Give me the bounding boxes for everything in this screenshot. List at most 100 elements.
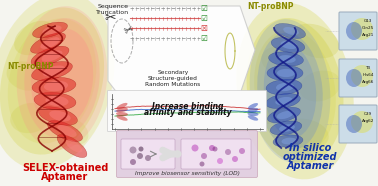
Text: T3: T3 (366, 66, 370, 70)
Ellipse shape (351, 18, 373, 40)
Text: G13: G13 (364, 19, 372, 23)
Ellipse shape (257, 33, 323, 149)
Ellipse shape (0, 0, 115, 169)
Text: ✂: ✂ (104, 11, 116, 25)
Text: Gln25: Gln25 (362, 26, 374, 30)
Text: ☑: ☑ (201, 4, 208, 12)
Ellipse shape (266, 79, 302, 95)
Ellipse shape (56, 117, 88, 145)
Text: Increase binding: Increase binding (152, 102, 224, 110)
Ellipse shape (266, 94, 300, 109)
Text: Improve biosensor sensitivity (LOD): Improve biosensor sensitivity (LOD) (135, 171, 239, 176)
Ellipse shape (254, 30, 336, 153)
Circle shape (138, 147, 144, 152)
Ellipse shape (271, 38, 305, 52)
Ellipse shape (351, 65, 373, 87)
Ellipse shape (346, 115, 362, 133)
Circle shape (130, 147, 136, 153)
Ellipse shape (116, 112, 128, 116)
Ellipse shape (17, 6, 107, 150)
Ellipse shape (275, 97, 293, 105)
Text: ☒: ☒ (201, 23, 208, 33)
Ellipse shape (351, 111, 373, 133)
FancyBboxPatch shape (339, 105, 377, 143)
Ellipse shape (282, 138, 296, 144)
Ellipse shape (267, 65, 303, 81)
Polygon shape (108, 6, 255, 94)
Ellipse shape (248, 108, 259, 112)
Ellipse shape (291, 24, 339, 58)
Ellipse shape (268, 52, 304, 66)
Ellipse shape (270, 121, 302, 135)
Ellipse shape (116, 103, 127, 109)
FancyBboxPatch shape (116, 131, 257, 177)
Text: His64: His64 (362, 73, 374, 77)
FancyBboxPatch shape (121, 139, 175, 169)
Text: Arg21: Arg21 (362, 33, 374, 37)
Text: Arg66: Arg66 (362, 80, 374, 84)
Ellipse shape (283, 27, 299, 35)
Ellipse shape (44, 81, 68, 91)
Ellipse shape (10, 103, 50, 133)
Ellipse shape (42, 50, 62, 62)
Ellipse shape (33, 22, 67, 38)
Circle shape (232, 156, 238, 162)
Text: Structure-guided: Structure-guided (148, 76, 198, 81)
Ellipse shape (274, 23, 305, 39)
Ellipse shape (248, 112, 259, 116)
Circle shape (137, 153, 143, 159)
Text: Aptamer: Aptamer (41, 172, 88, 182)
FancyBboxPatch shape (181, 139, 251, 169)
Text: NT-proBNP: NT-proBNP (7, 62, 53, 70)
Ellipse shape (43, 65, 65, 76)
Ellipse shape (236, 3, 354, 179)
Ellipse shape (34, 92, 76, 110)
Ellipse shape (276, 83, 294, 91)
Text: ☑: ☑ (201, 14, 208, 23)
Ellipse shape (32, 77, 76, 95)
Ellipse shape (346, 22, 362, 40)
Ellipse shape (24, 18, 100, 138)
Ellipse shape (281, 119, 329, 149)
Text: NT-proBNP: NT-proBNP (247, 1, 293, 10)
Circle shape (209, 145, 215, 151)
Text: Random Mutations: Random Mutations (146, 81, 201, 86)
Circle shape (239, 148, 245, 154)
Text: SELEX-obtained: SELEX-obtained (22, 163, 108, 173)
Text: ✂: ✂ (122, 25, 135, 38)
Text: Sequence: Sequence (98, 4, 129, 9)
Text: affinity and stability: affinity and stability (144, 108, 232, 116)
FancyBboxPatch shape (339, 12, 377, 50)
Ellipse shape (273, 135, 303, 147)
Text: Arg62: Arg62 (362, 119, 374, 123)
Ellipse shape (57, 134, 87, 158)
Ellipse shape (14, 21, 56, 55)
Ellipse shape (49, 110, 71, 121)
Ellipse shape (32, 62, 73, 81)
Ellipse shape (40, 37, 60, 49)
Text: optimized: optimized (283, 152, 337, 162)
Circle shape (225, 149, 231, 155)
Ellipse shape (253, 98, 287, 124)
FancyBboxPatch shape (339, 59, 377, 97)
Ellipse shape (0, 7, 104, 155)
Ellipse shape (57, 125, 77, 137)
Ellipse shape (6, 61, 43, 91)
Ellipse shape (31, 28, 93, 127)
Ellipse shape (246, 18, 344, 164)
Ellipse shape (346, 69, 362, 87)
FancyBboxPatch shape (107, 91, 266, 132)
Ellipse shape (277, 111, 293, 119)
Ellipse shape (116, 108, 128, 112)
Ellipse shape (268, 107, 301, 123)
Ellipse shape (277, 69, 295, 77)
Ellipse shape (31, 33, 65, 53)
Ellipse shape (42, 25, 62, 35)
Ellipse shape (39, 107, 77, 125)
Text: Secondary: Secondary (157, 70, 189, 75)
Text: C39: C39 (364, 112, 372, 116)
Ellipse shape (248, 115, 258, 121)
Circle shape (201, 153, 207, 159)
Text: In silico: In silico (289, 143, 331, 153)
Ellipse shape (261, 47, 299, 75)
